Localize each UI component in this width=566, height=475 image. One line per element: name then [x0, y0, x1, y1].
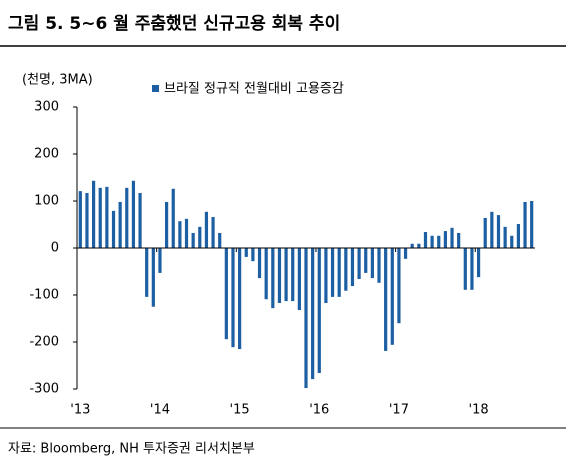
y-tick-label: -200	[29, 335, 59, 350]
bar	[271, 248, 275, 309]
bar	[238, 248, 242, 350]
bar	[410, 243, 414, 248]
y-axis-label: (천명, 3MA)	[22, 73, 93, 88]
bar	[284, 248, 288, 302]
bar	[191, 232, 195, 248]
bar	[384, 248, 388, 351]
bar	[85, 193, 89, 248]
bar	[476, 248, 481, 278]
bar	[138, 193, 142, 248]
bar	[78, 191, 82, 248]
bar	[218, 232, 222, 248]
bar	[224, 248, 228, 340]
chart-title: 그림 5. 5~6 월 주춤했던 신규고용 회복 추이	[8, 13, 340, 34]
bar	[483, 217, 487, 248]
y-tick-label: 200	[34, 147, 59, 162]
bar	[390, 248, 394, 345]
bar	[357, 248, 361, 280]
bar	[370, 248, 374, 279]
bar	[165, 201, 169, 248]
bar	[257, 248, 262, 279]
bar	[211, 216, 215, 248]
bar	[330, 248, 335, 297]
x-tick-label: '18	[469, 403, 489, 418]
y-tick-label: 0	[51, 241, 59, 256]
x-tick-label: '13	[70, 403, 90, 418]
bar	[430, 235, 434, 248]
y-tick-label: -300	[29, 382, 59, 397]
bar	[463, 248, 467, 290]
bar	[178, 221, 182, 248]
bar	[98, 187, 102, 248]
bar	[91, 180, 96, 248]
bar	[324, 248, 328, 303]
bar	[417, 243, 421, 248]
bar	[364, 248, 368, 273]
x-tick-label: '16	[309, 403, 329, 418]
bar	[184, 218, 189, 248]
bar	[503, 226, 507, 248]
bar	[337, 248, 341, 297]
bar	[125, 187, 129, 248]
y-tick-label: -100	[29, 288, 59, 303]
bar	[496, 215, 501, 248]
bar	[251, 248, 255, 262]
bar	[311, 248, 315, 380]
bar	[344, 248, 348, 291]
bar	[317, 248, 321, 374]
bar	[204, 211, 209, 248]
bar	[105, 186, 109, 248]
bar	[304, 248, 308, 389]
bar	[523, 201, 527, 248]
bar	[145, 248, 149, 297]
y-tick-label: 100	[34, 194, 59, 209]
bar	[198, 226, 202, 248]
bar	[244, 248, 248, 257]
x-tick-label: '15	[230, 403, 250, 418]
bar	[111, 210, 116, 248]
bar	[516, 224, 521, 248]
bar	[277, 248, 282, 303]
bar	[397, 248, 401, 324]
bar	[171, 188, 175, 248]
bar	[403, 248, 408, 259]
bar	[490, 211, 494, 248]
bar	[291, 248, 295, 302]
source: 자료: Bloomberg, NH 투자증권 리서치본부	[8, 442, 255, 457]
bar	[377, 248, 381, 283]
bar	[158, 248, 162, 273]
bar	[297, 248, 301, 311]
bar	[450, 227, 454, 248]
bar	[530, 201, 534, 248]
x-tick-label: '14	[150, 403, 170, 418]
bar	[231, 248, 235, 348]
y-tick-label: 300	[34, 100, 59, 115]
bar	[457, 232, 461, 248]
legend-swatch	[152, 85, 159, 92]
bar	[443, 231, 447, 248]
bar	[510, 235, 514, 248]
bar	[151, 248, 155, 307]
x-tick-label: '17	[389, 403, 409, 418]
bar	[470, 248, 474, 290]
bar	[118, 201, 122, 248]
legend-label: 브라질 정규직 전월대비 고용증감	[164, 82, 344, 97]
bar	[264, 248, 268, 300]
bar	[423, 232, 428, 248]
bar	[350, 248, 355, 287]
bar	[437, 235, 441, 248]
bar	[131, 180, 136, 248]
